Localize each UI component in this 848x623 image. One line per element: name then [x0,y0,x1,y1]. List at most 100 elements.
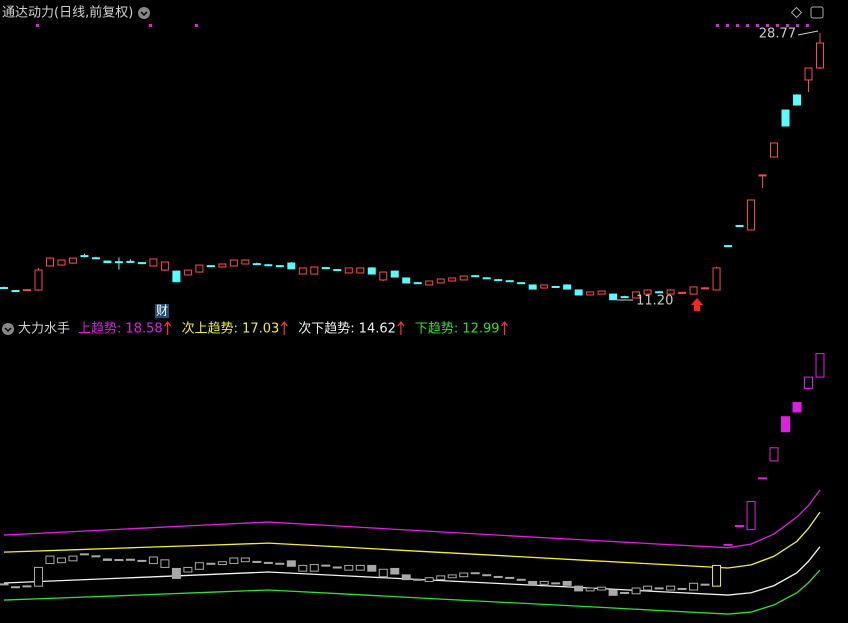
candle-body [793,94,802,106]
candle-body [471,275,480,278]
candle-body [252,263,261,266]
candle-body [551,285,560,288]
diamond-icon[interactable] [790,6,803,19]
candle-body [367,267,376,275]
trend-box [229,557,239,565]
candle-body [563,284,572,290]
legend-separator: : [234,322,238,337]
candle-body [632,291,641,299]
candle-body [586,291,595,296]
trend-box [482,574,492,577]
candle-body [689,286,698,295]
trend-box [804,376,814,389]
candle-body [57,259,66,266]
candle-body [275,265,284,268]
trend-box [355,564,365,571]
trend-box [114,559,124,562]
trend-box [390,567,400,575]
trend-box [631,587,641,595]
candle-body [103,260,112,264]
candle-body [68,257,77,264]
candle-body [333,269,342,272]
candle-body [241,259,250,265]
candle-body [724,245,733,248]
window-icon[interactable] [810,6,824,19]
candle-body [172,270,181,283]
trend-box [33,566,43,587]
candle-body [712,267,721,291]
marker-row [36,24,809,27]
candle-body [804,67,813,81]
trend-box [781,416,791,433]
trend-box [309,564,319,572]
trend-box [183,566,193,573]
trend-box [677,587,687,590]
candle-body [701,287,710,290]
candle-body [298,267,307,275]
trend-box [516,578,526,581]
candle-body [758,174,767,177]
candle-body [195,264,204,273]
legend-value: 12.99 [462,322,499,337]
legend-arrow [280,321,288,335]
candle-body [666,289,675,295]
trend-box [666,585,676,591]
candle-body [770,142,779,158]
trend-box [275,562,285,565]
trend-box [562,580,572,586]
annotation: 28.77 [759,27,796,42]
legend-separator: : [117,322,121,337]
indicator-menu[interactable] [2,323,14,335]
legend-name: 次上趋势 [182,321,234,337]
legend-value: 17.03 [242,322,279,337]
candle-body [379,271,388,281]
candle-body [655,291,664,294]
indicator-title: 大力水手 [18,322,70,337]
candle-body [482,277,491,280]
candle-body [356,267,365,274]
legend-arrow [501,321,508,335]
buy-signal [691,298,703,311]
trend-line [3,569,821,615]
trend-box [735,524,745,527]
candle-body [597,290,606,295]
trend-box [298,564,308,572]
trend-box [700,583,710,586]
chart-title: 通达动力(日线,前复权) [2,5,133,21]
candle-body [206,265,215,268]
legend-name: 上趋势 [78,321,117,337]
candle-body [126,260,135,263]
trend-box [45,555,55,565]
trend-box [505,576,515,579]
trend-box [436,575,446,581]
menu-icon[interactable] [138,7,150,19]
trend-box [194,562,204,570]
trend-box [470,572,480,575]
candle-body [264,264,273,267]
trend-box [137,559,147,562]
trend-box [574,585,584,592]
legend-value: 14.62 [359,322,396,337]
candle-body [402,277,411,284]
candle-body [620,296,629,299]
trend-box [769,447,779,462]
trend-box [91,555,101,558]
trend-box [68,555,78,562]
annotation-arrow [797,30,819,36]
trend-box [413,578,423,581]
candle-body [390,270,399,278]
candle-body [528,284,537,290]
candle-body [735,225,744,228]
trend-box [10,586,20,589]
trend-box [217,561,227,566]
trend-box [712,564,722,587]
annotation: 11.20 [636,294,673,309]
candle-body [183,269,192,276]
candle-body [781,109,790,127]
trend-box [493,575,503,578]
candle-body [149,258,158,267]
candle-body [344,267,353,274]
trend-box [79,553,89,556]
